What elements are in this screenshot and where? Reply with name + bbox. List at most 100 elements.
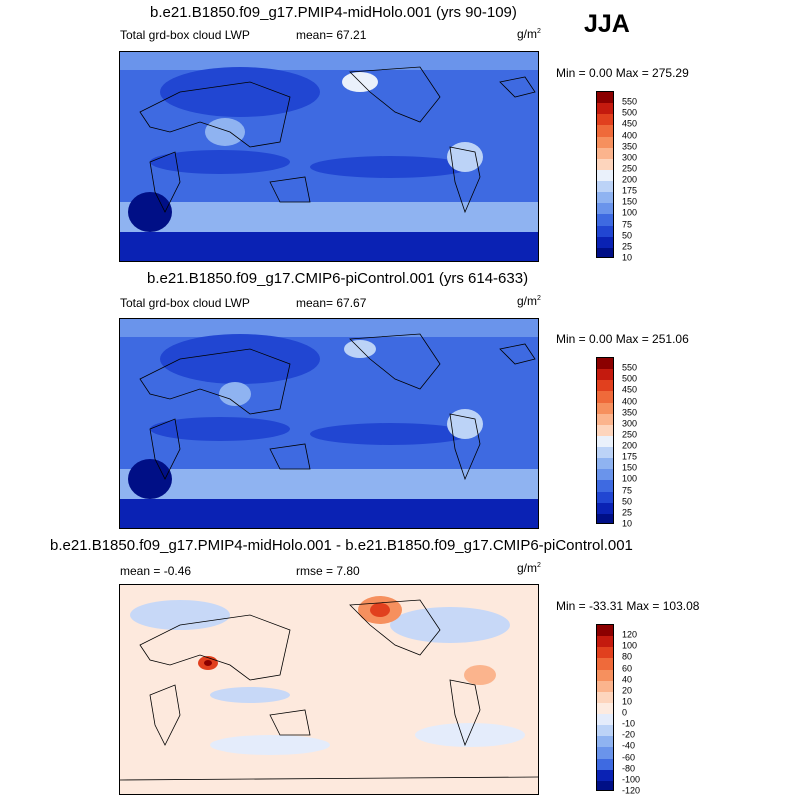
panel-1-variable-label: Total grd-box cloud LWP bbox=[120, 28, 250, 42]
colorbar-tick-label: 150 bbox=[622, 196, 638, 207]
colorbar-segment bbox=[597, 247, 613, 257]
colorbar-tick-label: 100 bbox=[622, 207, 638, 218]
colorbar-segment bbox=[597, 147, 613, 160]
panel-3-colorbar: 120 100 80 60 40 20 10 0 -10 -20 -40 -60 -80 -100 -120 bbox=[596, 624, 640, 795]
colorbar-tick-label: 200 bbox=[622, 174, 638, 185]
colorbar-segment bbox=[597, 725, 613, 737]
colorbar-segment bbox=[597, 380, 613, 392]
colorbar-segment bbox=[597, 502, 613, 515]
colorbar-tick-label: 300 bbox=[622, 418, 638, 429]
panel-2-colorbar: 550 500 450 400 350 300 250 200 175 150 100 75 50 25 1… bbox=[596, 357, 637, 528]
colorbar-tick-label: 550 bbox=[622, 96, 638, 107]
panel-3-mean-label: mean = -0.46 bbox=[120, 564, 192, 578]
colorbar-segment bbox=[597, 513, 613, 523]
colorbar-segment bbox=[597, 758, 613, 771]
colorbar-segment bbox=[597, 447, 613, 459]
colorbar-tick-label: 25 bbox=[622, 507, 633, 518]
colorbar-segment bbox=[597, 225, 613, 238]
colorbar-segment bbox=[597, 435, 613, 448]
colorbar-tick-label: 150 bbox=[622, 462, 638, 473]
panel-3-title: b.e21.B1850.f09_g17.PMIP4-midHolo.001 - … bbox=[50, 537, 633, 554]
colorbar-segment bbox=[597, 658, 613, 671]
panel-2-minmax-label: Min = 0.00 Max = 251.06 bbox=[556, 332, 689, 346]
colorbar-segment bbox=[597, 192, 613, 204]
panel-2-mean-label: mean= 67.67 bbox=[296, 296, 367, 310]
colorbar-segment bbox=[597, 214, 613, 227]
panel-3-rmse-label: rmse = 7.80 bbox=[296, 564, 360, 578]
colorbar-tick-label: 350 bbox=[622, 407, 638, 418]
colorbar-tick-label: 250 bbox=[622, 429, 638, 440]
panel-3-map bbox=[119, 584, 539, 795]
colorbar-tick-label: 80 bbox=[622, 651, 633, 662]
colorbar-segment bbox=[597, 625, 613, 637]
colorbar-tick-label: 50 bbox=[622, 230, 633, 241]
colorbar-tick-label: -10 bbox=[622, 718, 636, 729]
panel-1-colorbar: 550 500 450 400 350 300 250 200 175 150 100 75 50 25 1… bbox=[596, 91, 637, 262]
colorbar-segment bbox=[597, 114, 613, 126]
colorbar-tick-label: 75 bbox=[622, 485, 633, 496]
colorbar-segment bbox=[597, 680, 613, 693]
colorbar-tick-label: 500 bbox=[622, 373, 638, 384]
colorbar-segment bbox=[597, 92, 613, 104]
colorbar-tick-label: 175 bbox=[622, 451, 638, 462]
colorbar-segment bbox=[597, 480, 613, 493]
colorbar-segment bbox=[597, 669, 613, 682]
colorbar-segment bbox=[597, 158, 613, 171]
colorbar-tick-label: 200 bbox=[622, 440, 638, 451]
colorbar-tick-label: 60 bbox=[622, 663, 633, 674]
colorbar-tick-label: -20 bbox=[622, 729, 636, 740]
colorbar-tick-label: 450 bbox=[622, 118, 638, 129]
panel-3-units-label: g/m2 bbox=[517, 561, 541, 575]
colorbar-tick-label: 120 bbox=[622, 629, 638, 640]
colorbar-segment bbox=[597, 136, 613, 149]
colorbar-tick-label: -80 bbox=[622, 763, 636, 774]
colorbar-tick-label: 400 bbox=[622, 130, 638, 141]
panel-2-units-label: g/m2 bbox=[517, 294, 541, 308]
colorbar-segment bbox=[597, 714, 613, 726]
season-label: JJA bbox=[584, 10, 630, 38]
panel-1-mean-label: mean= 67.21 bbox=[296, 28, 367, 42]
colorbar-box bbox=[596, 357, 614, 524]
panel-1-map bbox=[119, 51, 539, 262]
colorbar-segment bbox=[597, 391, 613, 404]
colorbar-segment bbox=[597, 736, 613, 748]
colorbar-tick-label: 400 bbox=[622, 396, 638, 407]
panel-2-variable-label: Total grd-box cloud LWP bbox=[120, 296, 250, 310]
panel-2-map bbox=[119, 318, 539, 529]
colorbar-tick-label: -120 bbox=[622, 785, 641, 796]
colorbar-tick-label: 175 bbox=[622, 185, 638, 196]
colorbar-segment bbox=[597, 491, 613, 504]
colorbar-segment bbox=[597, 424, 613, 437]
colorbar-tick-label: 0 bbox=[622, 707, 628, 718]
colorbar-segment bbox=[597, 636, 613, 648]
colorbar-box bbox=[596, 91, 614, 258]
colorbar-segment bbox=[597, 413, 613, 426]
panel-2-title: b.e21.B1850.f09_g17.CMIP6-piControl.001 … bbox=[147, 270, 529, 287]
colorbar-tick-label: -100 bbox=[622, 774, 641, 785]
colorbar-segment bbox=[597, 769, 613, 782]
colorbar-tick-label: 300 bbox=[622, 152, 638, 163]
colorbar-segment bbox=[597, 203, 613, 215]
colorbar-tick-label: -40 bbox=[622, 740, 636, 751]
colorbar-segment bbox=[597, 647, 613, 659]
colorbar-tick-label: 550 bbox=[622, 362, 638, 373]
colorbar-tick-label: 350 bbox=[622, 141, 638, 152]
colorbar-segment bbox=[597, 702, 613, 715]
colorbar-box bbox=[596, 624, 614, 791]
colorbar-segment bbox=[597, 125, 613, 138]
colorbar-segment bbox=[597, 103, 613, 115]
colorbar-tick-label: 10 bbox=[622, 518, 633, 529]
colorbar-tick-label: 250 bbox=[622, 163, 638, 174]
colorbar-tick-label: 100 bbox=[622, 640, 638, 651]
colorbar-tick-label: 25 bbox=[622, 241, 633, 252]
panel-3-minmax-label: Min = -33.31 Max = 103.08 bbox=[556, 599, 700, 613]
colorbar-tick-label: 50 bbox=[622, 496, 633, 507]
colorbar-tick-label: 500 bbox=[622, 107, 638, 118]
colorbar-segment bbox=[597, 458, 613, 470]
colorbar-segment bbox=[597, 369, 613, 381]
colorbar-segment bbox=[597, 236, 613, 249]
panel-1-minmax-label: Min = 0.00 Max = 275.29 bbox=[556, 66, 689, 80]
colorbar-tick-label: 10 bbox=[622, 696, 633, 707]
colorbar-segment bbox=[597, 181, 613, 193]
colorbar-segment bbox=[597, 780, 613, 790]
